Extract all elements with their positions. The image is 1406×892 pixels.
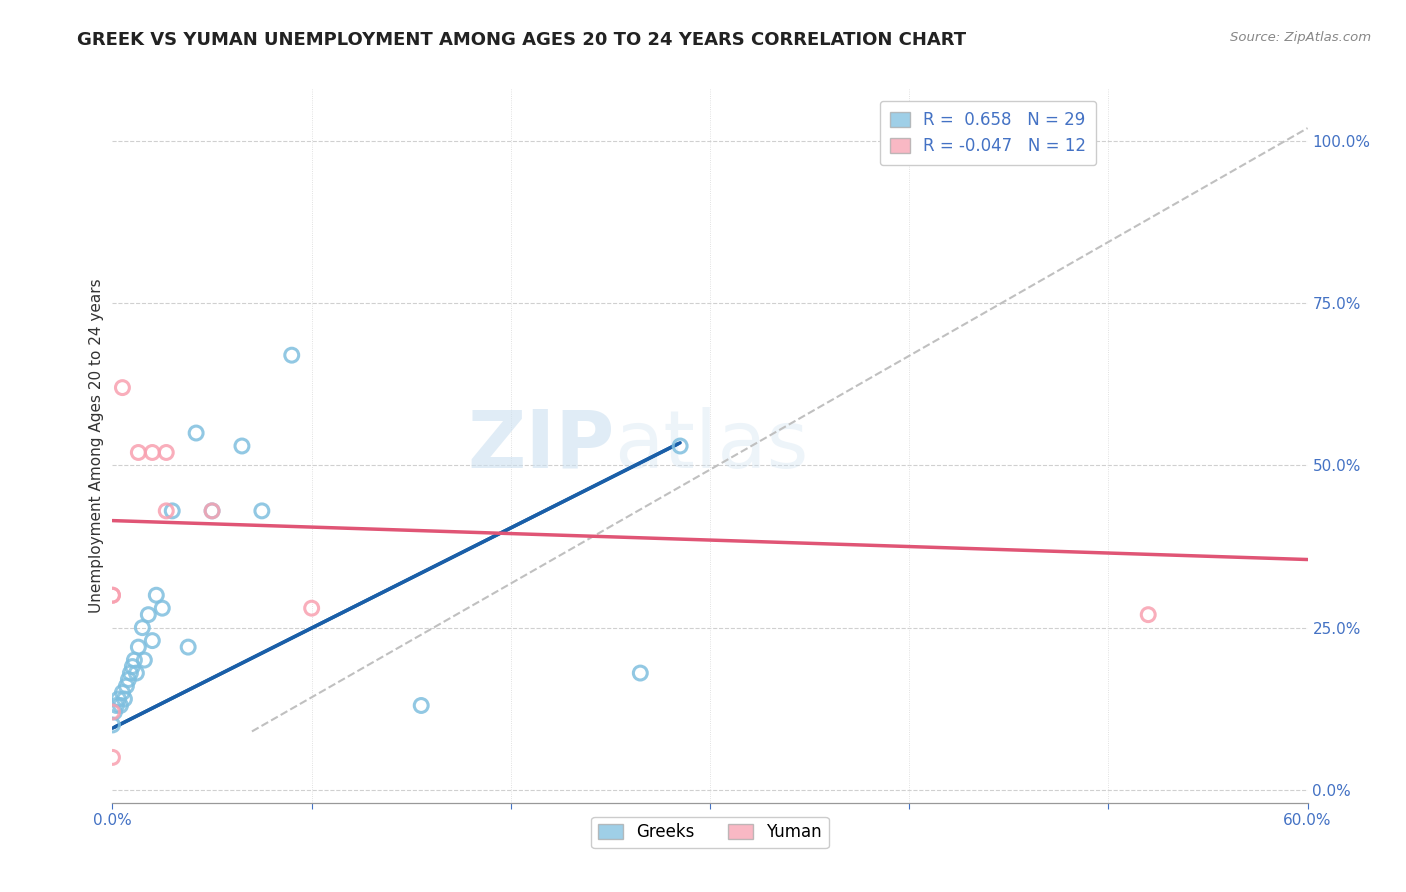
Point — [669, 439, 692, 453]
Point — [250, 504, 273, 518]
Point — [115, 679, 138, 693]
Point — [101, 705, 124, 719]
Point — [134, 653, 156, 667]
Point — [114, 692, 135, 706]
Point — [111, 685, 134, 699]
Point — [131, 621, 153, 635]
Point — [101, 588, 124, 602]
Point — [125, 666, 148, 681]
Text: atlas: atlas — [614, 407, 808, 485]
Point — [124, 653, 146, 667]
Point — [201, 504, 224, 518]
Point — [110, 698, 132, 713]
Point — [127, 640, 149, 654]
Point — [141, 445, 163, 459]
Point — [103, 705, 125, 719]
Point — [127, 445, 149, 459]
Text: ZIP: ZIP — [467, 407, 614, 485]
Point — [101, 750, 124, 764]
Point — [150, 601, 173, 615]
Point — [111, 381, 134, 395]
Point — [120, 666, 142, 681]
Point — [121, 659, 143, 673]
Point — [101, 718, 124, 732]
Point — [117, 673, 139, 687]
Point — [138, 607, 160, 622]
Point — [101, 588, 124, 602]
Point — [145, 588, 167, 602]
Legend: Greeks, Yuman: Greeks, Yuman — [592, 817, 828, 848]
Point — [231, 439, 253, 453]
Point — [411, 698, 433, 713]
Text: Source: ZipAtlas.com: Source: ZipAtlas.com — [1230, 31, 1371, 45]
Point — [155, 504, 177, 518]
Text: GREEK VS YUMAN UNEMPLOYMENT AMONG AGES 20 TO 24 YEARS CORRELATION CHART: GREEK VS YUMAN UNEMPLOYMENT AMONG AGES 2… — [77, 31, 966, 49]
Point — [201, 504, 224, 518]
Point — [162, 504, 183, 518]
Point — [1137, 607, 1160, 622]
Point — [107, 692, 129, 706]
Point — [186, 425, 208, 440]
Point — [141, 633, 163, 648]
Y-axis label: Unemployment Among Ages 20 to 24 years: Unemployment Among Ages 20 to 24 years — [89, 278, 104, 614]
Point — [301, 601, 323, 615]
Point — [628, 666, 651, 681]
Point — [281, 348, 304, 362]
Point — [155, 445, 177, 459]
Point — [177, 640, 200, 654]
Point — [105, 698, 128, 713]
